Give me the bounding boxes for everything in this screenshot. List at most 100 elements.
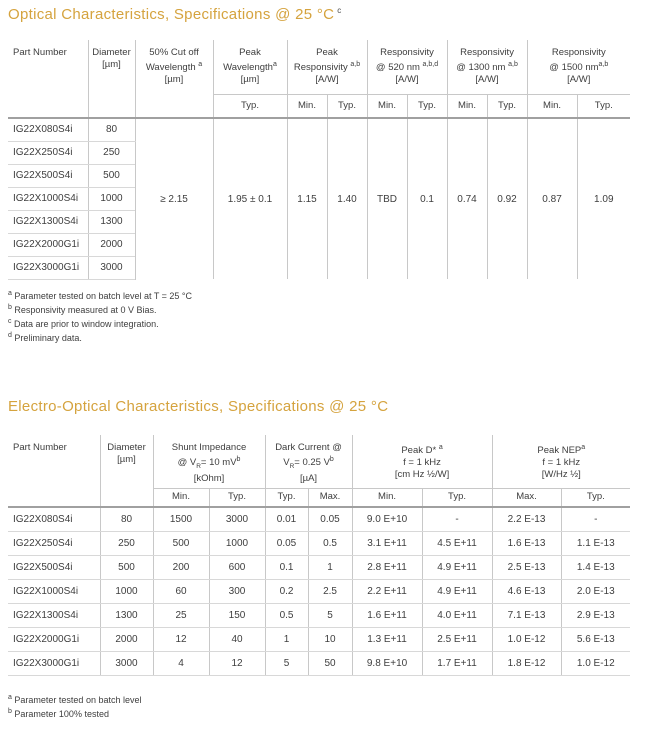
- superscript: a: [438, 444, 443, 451]
- electro-section-title: Electro-Optical Characteristics, Specifi…: [8, 398, 388, 415]
- footnote-marker: c: [8, 318, 12, 325]
- footnote-marker: a: [8, 290, 12, 297]
- value-cell: 80: [99, 506, 153, 532]
- header-row: Part Number Diameter [µm] 50% Cut off Wave…: [8, 40, 631, 118]
- col-responsivity-1500-min: Min.: [526, 94, 578, 118]
- value-cell: 9.8 E+10: [351, 651, 423, 676]
- col-peak-nep: Peak NEPa f = 1 kHz [W/Hz ½]: [491, 435, 631, 489]
- footnote: b Responsivity measured at 0 V Bias.: [8, 304, 157, 315]
- col-diameter: Diameter [µm]: [87, 40, 135, 118]
- superscript: a,b,d: [422, 61, 439, 68]
- table-row: IG22X500S4i 500 200 600 0.1 1 2.8 E+11 4.9 E+11…: [8, 555, 631, 580]
- part-number-cell: IG22X250S4i: [8, 531, 100, 556]
- col-responsivity-520-min: Min.: [366, 94, 408, 118]
- value-cell: 2.5 E+11: [421, 627, 493, 652]
- electro-table: Part Number Diameter [µm] Shunt Impedance …: [8, 435, 631, 676]
- value-cell: 600: [208, 555, 266, 580]
- value-cell: 4.9 E+11: [421, 555, 493, 580]
- value-cell: 2.0 E-13: [560, 579, 631, 604]
- part-number-cell: IG22X1000S4i: [8, 579, 100, 604]
- col-responsivity-1500-typ: Typ.: [576, 94, 631, 118]
- col-peak-d-star: Peak D* a f = 1 kHz [cm Hz ½/W]: [351, 435, 493, 489]
- superscript: a,b: [350, 61, 361, 68]
- value-cell: 1.6 E-13: [491, 531, 562, 556]
- optical-footnotes: a Parameter tested on batch level at T =…: [8, 288, 192, 344]
- table-row: IG22X1300S4i 1300: [8, 210, 630, 234]
- col-peak-nep-max: Max.: [491, 488, 562, 507]
- col-responsivity-520: Responsivity @ 520 nm a,b,d [A/W]: [366, 40, 448, 95]
- value-cell: 3000: [208, 506, 266, 532]
- value-cell: 60: [152, 579, 209, 604]
- value-cell: 1500: [152, 506, 209, 532]
- shared-value-cell: 0.92: [486, 117, 528, 279]
- value-cell: 0.01: [264, 506, 309, 532]
- col-responsivity-1300-typ: Typ.: [486, 94, 528, 118]
- diameter-cell: 80: [87, 117, 135, 142]
- diameter-cell: 250: [87, 141, 135, 165]
- value-cell: 0.05: [307, 506, 353, 532]
- value-cell: 1.0 E-12: [560, 651, 631, 676]
- value-cell: 5.6 E-13: [560, 627, 631, 652]
- value-cell: 2000: [99, 627, 153, 652]
- part-number-cell: IG22X3000G1i: [8, 256, 88, 280]
- value-cell: 1.6 E+11: [351, 603, 423, 628]
- col-diameter: Diameter [µm]: [99, 435, 153, 507]
- value-cell: 0.1: [264, 555, 309, 580]
- value-cell: 40: [208, 627, 266, 652]
- value-cell: 5: [307, 603, 353, 628]
- part-number-cell: IG22X2000G1i: [8, 233, 88, 257]
- header-row: Part Number Diameter [µm] Shunt Impedance …: [8, 435, 631, 507]
- value-cell: 3000: [99, 651, 153, 676]
- value-cell: 0.05: [264, 531, 309, 556]
- superscript: a: [198, 61, 203, 68]
- electro-table-head: Part Number Diameter [µm] Shunt Impedance …: [8, 435, 631, 507]
- optical-section-title: Optical Characteristics, Specifications …: [8, 6, 342, 23]
- part-number-cell: IG22X250S4i: [8, 141, 88, 165]
- table-row: IG22X1000S4i 1000: [8, 187, 630, 211]
- value-cell: 4.0 E+11: [421, 603, 493, 628]
- col-responsivity-1300-min: Min.: [446, 94, 488, 118]
- table-row: IG22X3000G1i 3000 4 12 5 50 9.8 E+10 1.7 E+11 1.…: [8, 651, 631, 676]
- subscript: R: [289, 463, 295, 471]
- table-row: IG22X250S4i 250: [8, 141, 630, 165]
- subscript: R: [196, 463, 201, 471]
- table-row: IG22X080S4i 80 ≥ 2.15 1.95 ± 0.1 1.15 1.40 TBD…: [8, 117, 631, 279]
- superscript: a: [581, 444, 586, 451]
- diameter-cell: 500: [87, 164, 135, 188]
- part-number-cell: IG22X1300S4i: [8, 603, 100, 628]
- value-cell: 7.1 E-13: [491, 603, 562, 628]
- table-row: IG22X1300S4i 1300 25 150 0.5 5 1.6 E+11 4.0 E+1…: [8, 603, 631, 628]
- part-number-cell: IG22X500S4i: [8, 164, 88, 188]
- value-cell: 1000: [208, 531, 266, 556]
- shared-value-cell: 1.40: [326, 117, 368, 279]
- col-peak-d-star-typ: Typ.: [421, 488, 493, 507]
- value-cell: 0.5: [307, 531, 353, 556]
- electro-table-body: IG22X080S4i 80 1500 3000 0.01 0.05 9.0 E+10-2.…: [8, 506, 631, 676]
- value-cell: 1: [264, 627, 309, 652]
- superscript: a,b: [508, 61, 518, 68]
- col-peak-wavelength-typ: Typ.: [212, 94, 287, 118]
- col-peak-nep-typ: Typ.: [560, 488, 631, 507]
- value-cell: 2.2 E-13: [491, 506, 562, 532]
- value-cell: 50: [307, 651, 353, 676]
- shared-value-cell: 1.95 ± 0.1: [212, 117, 287, 279]
- col-peak-responsivity: Peak Responsivity a,b [A/W]: [286, 40, 368, 95]
- part-number-cell: IG22X500S4i: [8, 555, 100, 580]
- value-cell: 1.1 E-13: [560, 531, 631, 556]
- value-cell: 200: [152, 555, 209, 580]
- shared-value-cell: 0.87: [526, 117, 578, 279]
- value-cell: 0.2: [264, 579, 309, 604]
- table-row: IG22X1000S4i 1000 60 300 0.2 2.5 2.2 E+11 4.9 E…: [8, 579, 631, 604]
- footnote: a Parameter tested on batch level at T =…: [8, 290, 193, 301]
- footnote-marker: a: [8, 694, 12, 701]
- value-cell: 4: [152, 651, 209, 676]
- optical-table-body: IG22X080S4i 80 ≥ 2.15 1.95 ± 0.1 1.15 1.40 TBD…: [8, 117, 631, 280]
- table-row: IG22X2000G1i 2000: [8, 233, 630, 257]
- value-cell: 1.0 E-12: [491, 627, 562, 652]
- col-peak-responsivity-typ: Typ.: [326, 94, 368, 118]
- value-cell: 4.6 E-13: [491, 579, 562, 604]
- subheader-row: Min. Typ. Typ. Max. Min. Typ. Max. Typ.: [8, 488, 631, 507]
- value-cell: -: [421, 506, 493, 532]
- shared-value-cell: 0.74: [446, 117, 488, 279]
- superscript: a,b: [598, 61, 609, 68]
